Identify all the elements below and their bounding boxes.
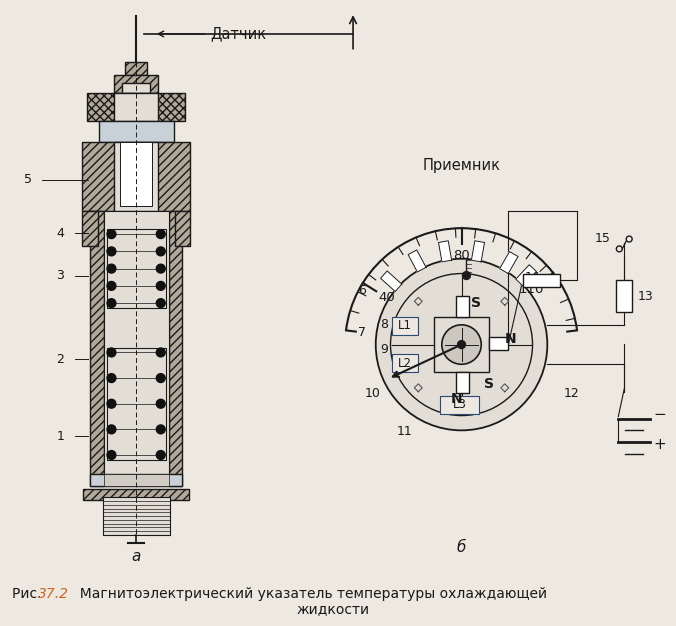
Circle shape	[156, 247, 165, 256]
Circle shape	[156, 264, 165, 273]
Polygon shape	[500, 252, 518, 274]
Bar	[114, 75, 158, 93]
Text: Приемник: Приемник	[422, 158, 500, 173]
Bar	[107, 229, 166, 308]
Text: 110: 110	[518, 284, 544, 297]
Bar	[435, 317, 489, 372]
Circle shape	[458, 341, 466, 349]
Circle shape	[107, 374, 116, 382]
Bar	[103, 474, 168, 486]
Bar	[523, 274, 560, 287]
Text: S: S	[484, 377, 494, 391]
Bar	[489, 337, 508, 351]
Circle shape	[156, 230, 165, 239]
Bar	[617, 280, 632, 312]
Bar	[90, 212, 103, 486]
Polygon shape	[381, 271, 402, 292]
Polygon shape	[439, 241, 452, 262]
Circle shape	[156, 299, 165, 307]
Bar	[90, 474, 183, 486]
Circle shape	[107, 348, 116, 357]
Text: 11: 11	[396, 425, 412, 438]
Bar	[83, 488, 189, 500]
Circle shape	[156, 451, 165, 459]
Bar	[120, 142, 152, 207]
Text: Магнитоэлектрический указатель температуры охлаждающей: Магнитоэлектрический указатель температу…	[71, 587, 547, 601]
Bar	[125, 61, 147, 75]
Circle shape	[156, 425, 165, 434]
Circle shape	[107, 451, 116, 459]
Text: N: N	[505, 332, 516, 346]
Text: +: +	[654, 437, 667, 452]
Text: 14: 14	[525, 271, 540, 284]
Circle shape	[156, 399, 165, 408]
Circle shape	[442, 325, 481, 364]
Text: жидкости: жидкости	[297, 602, 370, 616]
Polygon shape	[471, 241, 485, 262]
Text: а: а	[131, 550, 141, 565]
Text: S: S	[471, 296, 481, 310]
Text: 2: 2	[56, 353, 64, 366]
Text: 15: 15	[595, 232, 610, 245]
Circle shape	[156, 374, 165, 382]
Text: Датчик: Датчик	[210, 26, 266, 41]
Circle shape	[107, 425, 116, 434]
Circle shape	[156, 348, 165, 357]
Circle shape	[107, 230, 116, 239]
Text: −: −	[654, 407, 667, 422]
Text: 37.2: 37.2	[39, 587, 70, 601]
Bar	[122, 83, 150, 93]
Circle shape	[107, 282, 116, 290]
Circle shape	[462, 272, 470, 279]
Bar	[99, 121, 174, 142]
Bar	[103, 498, 170, 535]
Bar	[174, 212, 191, 246]
Bar	[393, 354, 418, 372]
Bar	[114, 142, 158, 212]
Bar	[440, 396, 479, 414]
Text: 3: 3	[56, 269, 64, 282]
Bar	[456, 372, 469, 393]
Bar	[82, 212, 97, 246]
Text: 40: 40	[378, 291, 395, 304]
Polygon shape	[516, 265, 537, 286]
Circle shape	[156, 282, 165, 290]
Circle shape	[107, 399, 116, 408]
Bar	[456, 295, 469, 317]
Circle shape	[376, 259, 548, 430]
Text: 4: 4	[56, 227, 64, 240]
Bar	[393, 317, 418, 335]
Bar	[168, 212, 183, 486]
Text: L1: L1	[398, 319, 412, 332]
Polygon shape	[408, 250, 426, 272]
Text: 10: 10	[365, 387, 381, 401]
Text: 5: 5	[24, 173, 32, 187]
Text: L3: L3	[453, 398, 466, 411]
Text: 9: 9	[381, 343, 389, 356]
Text: N: N	[451, 392, 462, 406]
Circle shape	[107, 247, 116, 256]
Text: 7: 7	[358, 326, 366, 339]
Bar	[103, 212, 168, 486]
Text: 8: 8	[381, 319, 389, 331]
Bar	[82, 142, 191, 212]
Text: L2: L2	[398, 357, 412, 370]
Text: Рис.: Рис.	[12, 587, 46, 601]
Circle shape	[107, 264, 116, 273]
Text: 12: 12	[564, 387, 580, 401]
Text: 13: 13	[638, 290, 654, 303]
Text: б: б	[457, 540, 466, 555]
Text: 80: 80	[453, 249, 470, 262]
Circle shape	[107, 299, 116, 307]
Bar	[87, 93, 185, 121]
Text: 6: 6	[358, 284, 366, 297]
Bar	[107, 347, 166, 460]
Text: 1: 1	[56, 430, 64, 443]
Bar	[114, 93, 158, 121]
